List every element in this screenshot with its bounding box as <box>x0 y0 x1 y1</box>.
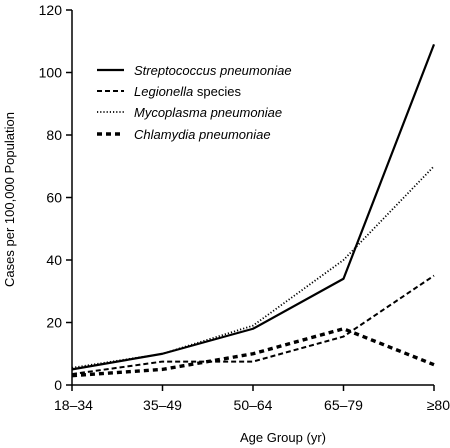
series-line-3 <box>71 327 435 378</box>
x-tick-label: 35–49 <box>143 397 182 413</box>
legend-label: Legionella species <box>134 84 241 99</box>
y-tick-label: 100 <box>39 65 63 81</box>
y-tick-label: 40 <box>46 252 62 268</box>
y-tick-label: 80 <box>46 127 62 143</box>
chart-legend: Streptococcus pneumoniae Legionella speci… <box>97 63 292 142</box>
legend-label: Mycoplasma pneumoniae <box>134 105 282 120</box>
series-line-1 <box>71 274 435 376</box>
legend-label: Chlamydia pneumoniae <box>134 127 271 142</box>
series-line-2 <box>71 165 435 369</box>
y-tick-label: 20 <box>46 315 62 331</box>
series-layer <box>71 43 436 378</box>
x-tick-label: 50–64 <box>234 397 273 413</box>
series-line-0 <box>71 43 436 371</box>
y-axis-title: Cases per 100,000 Population <box>2 112 17 287</box>
y-tick-label: 60 <box>46 190 62 206</box>
chart-axes: 0 20 40 60 80 100 120 18–34 35–49 50–64 65–79 ≥80 <box>39 2 450 413</box>
y-tick-label: 0 <box>54 377 62 393</box>
y-tick-label: 120 <box>39 2 63 18</box>
x-tick-label: 18–34 <box>54 397 93 413</box>
legend-label: Streptococcus pneumoniae <box>134 63 292 78</box>
x-tick-label: ≥80 <box>427 397 450 413</box>
x-axis-title: Age Group (yr) <box>240 430 326 445</box>
x-tick-label: 65–79 <box>324 397 363 413</box>
